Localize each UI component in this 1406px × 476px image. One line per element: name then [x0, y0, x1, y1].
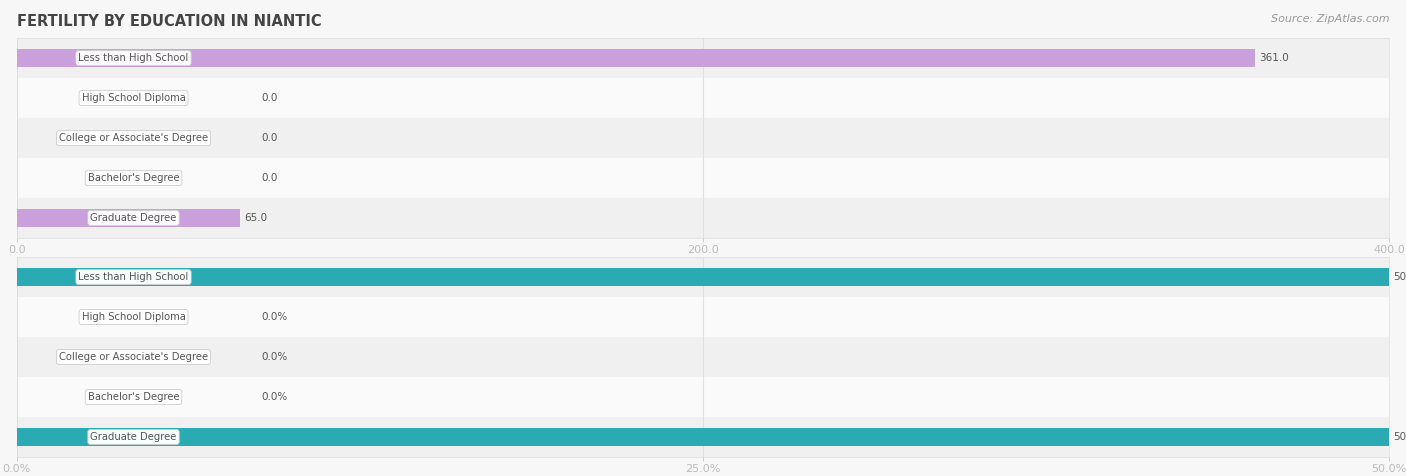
Bar [17, 78, 1389, 118]
Text: Graduate Degree: Graduate Degree [90, 213, 177, 223]
Bar [17, 268, 1389, 286]
Bar [17, 49, 1256, 67]
Bar [17, 428, 1389, 446]
Text: College or Associate's Degree: College or Associate's Degree [59, 352, 208, 362]
Text: Less than High School: Less than High School [79, 272, 188, 282]
Text: FERTILITY BY EDUCATION IN NIANTIC: FERTILITY BY EDUCATION IN NIANTIC [17, 14, 322, 30]
Text: Bachelor's Degree: Bachelor's Degree [87, 173, 180, 183]
Text: Graduate Degree: Graduate Degree [90, 432, 177, 442]
Bar [17, 337, 1389, 377]
Bar [17, 377, 1389, 417]
Text: 0.0%: 0.0% [262, 312, 287, 322]
Bar [17, 209, 240, 227]
Text: 0.0%: 0.0% [262, 352, 287, 362]
Text: 0.0%: 0.0% [262, 392, 287, 402]
Text: College or Associate's Degree: College or Associate's Degree [59, 133, 208, 143]
Text: 0.0: 0.0 [262, 93, 277, 103]
Text: Less than High School: Less than High School [79, 53, 188, 63]
Bar [17, 118, 1389, 158]
Text: 65.0: 65.0 [245, 213, 267, 223]
Bar [17, 158, 1389, 198]
Bar [17, 297, 1389, 337]
Bar [17, 417, 1389, 457]
Text: 0.0: 0.0 [262, 133, 277, 143]
Text: High School Diploma: High School Diploma [82, 312, 186, 322]
Text: High School Diploma: High School Diploma [82, 93, 186, 103]
Text: 50.0%: 50.0% [1393, 272, 1406, 282]
Text: 0.0: 0.0 [262, 173, 277, 183]
Text: Source: ZipAtlas.com: Source: ZipAtlas.com [1271, 14, 1389, 24]
Text: Bachelor's Degree: Bachelor's Degree [87, 392, 180, 402]
Bar [17, 38, 1389, 78]
Bar [17, 257, 1389, 297]
Text: 50.0%: 50.0% [1393, 432, 1406, 442]
Bar [17, 198, 1389, 238]
Text: 361.0: 361.0 [1260, 53, 1289, 63]
